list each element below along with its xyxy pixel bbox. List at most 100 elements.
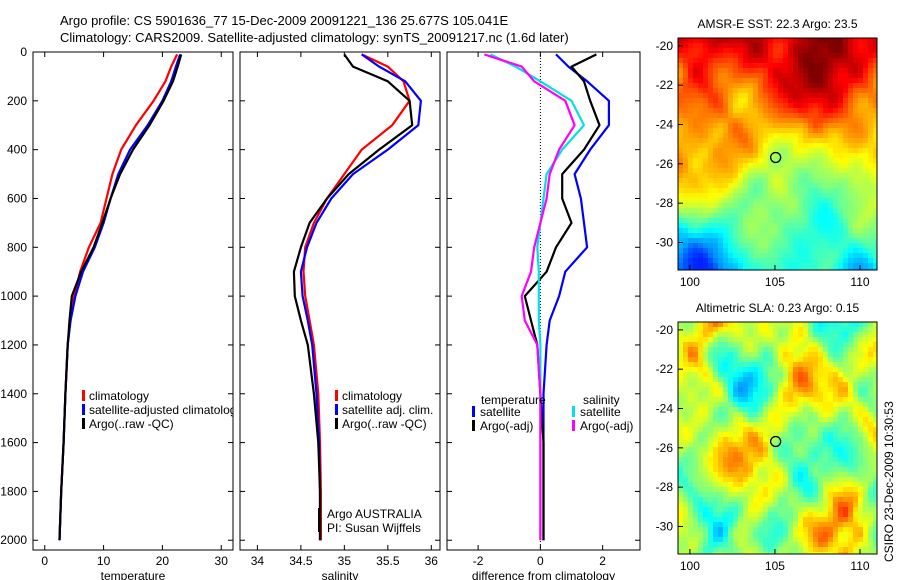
sla-cell (703, 467, 709, 473)
sst-cell (678, 223, 684, 229)
sst-cell (768, 118, 774, 124)
sst-cell (858, 38, 864, 44)
sst-cell (703, 143, 709, 149)
sla-cell (843, 512, 849, 518)
sla-cell (813, 352, 819, 358)
sst-cell (738, 183, 744, 189)
sla-cell (713, 402, 719, 408)
sst-cell (778, 138, 784, 144)
sst-cell (758, 73, 764, 79)
sla-cell (838, 542, 844, 548)
sla-title: Altimetric SLA: 0.23 Argo: 0.15 (696, 301, 860, 315)
sla-cell (803, 457, 809, 463)
sla-cell (858, 442, 864, 448)
sla-cell (743, 522, 749, 528)
sst-cell (848, 108, 854, 114)
sla-cell (793, 407, 799, 413)
sst-cell (783, 68, 789, 74)
sst-cell (748, 48, 754, 54)
sst-cell (738, 238, 744, 244)
sla-cell (678, 522, 684, 528)
sla-cell (773, 537, 779, 543)
difference-xtick-label: 2 (599, 554, 606, 568)
sla-cell (753, 327, 759, 333)
sst-cell (833, 53, 839, 59)
sla-cell (733, 432, 739, 438)
sla-cell (688, 497, 694, 503)
sst-cell (863, 123, 869, 129)
sst-cell (688, 208, 694, 214)
sla-ytick-label: -22 (656, 362, 674, 376)
sla-cell (808, 552, 814, 554)
sst-cell (703, 233, 709, 239)
sst-cell (758, 113, 764, 119)
sla-cell (683, 472, 689, 478)
sst-cell (703, 128, 709, 134)
sst-ytick-label: -30 (656, 235, 674, 249)
sla-cell (778, 447, 784, 453)
sst-cell (678, 143, 684, 149)
sst-cell (708, 168, 714, 174)
sla-cell (713, 392, 719, 398)
sst-cell (723, 128, 729, 134)
sla-cell (868, 482, 874, 488)
sst-cell (758, 93, 764, 99)
sst-cell (833, 203, 839, 209)
sla-cell (693, 372, 699, 378)
sla-cell (828, 502, 834, 508)
sst-cell (718, 223, 724, 229)
sla-cell (678, 542, 684, 548)
sla-cell (858, 492, 864, 498)
sst-cell (713, 108, 719, 114)
sla-cell (708, 487, 714, 493)
sst-cell (678, 268, 684, 270)
sla-cell (838, 362, 844, 368)
sla-cell (818, 537, 824, 543)
sst-cell (728, 213, 734, 219)
sla-cell (768, 327, 774, 333)
sla-cell (703, 352, 709, 358)
sla-cell (728, 382, 734, 388)
sla-cell (688, 467, 694, 473)
sla-cell (678, 537, 684, 543)
sst-cell (818, 233, 824, 239)
sla-cell (838, 537, 844, 543)
sla-cell (783, 362, 789, 368)
sst-cell (813, 48, 819, 54)
sla-cell (753, 367, 759, 373)
sla-cell (808, 342, 814, 348)
sla-cell (808, 472, 814, 478)
sla-cell (698, 337, 704, 343)
sst-cell (783, 138, 789, 144)
sla-cell (703, 402, 709, 408)
sst-cell (753, 203, 759, 209)
sla-cell (838, 332, 844, 338)
sla-cell (868, 527, 874, 533)
sst-cell (733, 208, 739, 214)
sla-cell (823, 442, 829, 448)
sst-cell (683, 178, 689, 184)
sla-cell (688, 432, 694, 438)
sst-cell (763, 143, 769, 149)
sst-cell (793, 113, 799, 119)
sst-cell (763, 238, 769, 244)
sla-cell (798, 342, 804, 348)
sla-cell (798, 507, 804, 513)
sla-cell (698, 357, 704, 363)
sla-cell (748, 332, 754, 338)
sla-cell (743, 452, 749, 458)
sla-cell (728, 537, 734, 543)
sst-cell (678, 178, 684, 184)
sla-cell (853, 342, 859, 348)
sst-cell (748, 78, 754, 84)
sst-cell (863, 173, 869, 179)
sst-cell (793, 168, 799, 174)
sst-cell (833, 73, 839, 79)
sla-cell (758, 387, 764, 393)
sst-cell (843, 143, 849, 149)
sla-cell (803, 407, 809, 413)
sst-frame (677, 37, 878, 271)
sst-cell (813, 183, 819, 189)
sst-cell (778, 123, 784, 129)
sst-cell (688, 68, 694, 74)
